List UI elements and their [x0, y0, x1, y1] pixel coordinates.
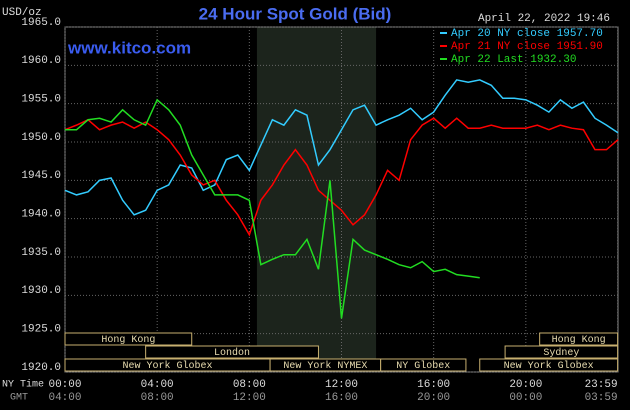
y-tick-label: 1955.0 [21, 94, 61, 106]
y-tick-label: 1945.0 [21, 170, 61, 182]
y-tick-label: 1925.0 [21, 324, 61, 336]
legend-label: Apr 21 NY close 1951.90 [451, 41, 603, 53]
y-tick-label: 1930.0 [21, 285, 61, 297]
x-tick-label: 20:00 [509, 379, 542, 391]
legend-label: Apr 22 Last 1932.30 [451, 54, 576, 66]
session-box [145, 345, 319, 359]
x-tick-label: 04:00 [141, 379, 174, 391]
session-label: NY Globex [396, 360, 450, 372]
session-box [479, 358, 619, 372]
session-label: New York Globex [123, 360, 213, 372]
shaded-zone [256, 27, 377, 372]
y-tick-label: 1920.0 [21, 362, 61, 374]
x2-tick-label: 12:00 [233, 392, 266, 404]
y-tick-label: 1935.0 [21, 247, 61, 259]
session-label: Sydney [543, 347, 579, 359]
x-row-label: NY Time [2, 379, 44, 391]
session-label: Hong Kong [552, 335, 606, 346]
y-tick-label: 1960.0 [21, 55, 61, 67]
chart-title: 24 Hour Spot Gold (Bid) [199, 4, 392, 23]
y-tick-label: 1965.0 [21, 17, 61, 29]
x2-tick-label: 16:00 [325, 392, 358, 404]
unit-label: USD/oz [2, 7, 42, 19]
x2-tick-label: 03:59 [585, 392, 618, 404]
x2-tick-label: 00:00 [509, 392, 542, 404]
legend-label: Apr 20 NY close 1957.70 [451, 28, 603, 40]
x2-tick-label: 08:00 [141, 392, 174, 404]
x-tick-label: 00:00 [48, 379, 81, 391]
series-line [64, 79, 619, 216]
session-label: London [214, 347, 250, 359]
session-label: New York Globex [504, 360, 594, 372]
website: www.kitco.com [67, 38, 191, 57]
series-line [64, 117, 619, 237]
session-box [504, 345, 619, 359]
x-tick-label: 08:00 [233, 379, 266, 391]
x-tick-label: 16:00 [417, 379, 450, 391]
session-box [539, 332, 619, 346]
x2-tick-label: 04:00 [48, 392, 81, 404]
x2-row-label: GMT [10, 393, 28, 404]
timestamp: April 22, 2022 19:46 [478, 13, 610, 25]
x-tick-label: 12:00 [325, 379, 358, 391]
session-label: New York NYMEX [283, 360, 367, 372]
series-line [65, 98, 480, 319]
x2-tick-label: 20:00 [417, 392, 450, 404]
session-label: Hong Kong [101, 335, 155, 346]
y-tick-label: 1950.0 [21, 132, 61, 144]
y-tick-label: 1940.0 [21, 209, 61, 221]
session-box [64, 332, 193, 346]
x-tick-label: 23:59 [585, 379, 618, 391]
session-box [380, 358, 467, 372]
